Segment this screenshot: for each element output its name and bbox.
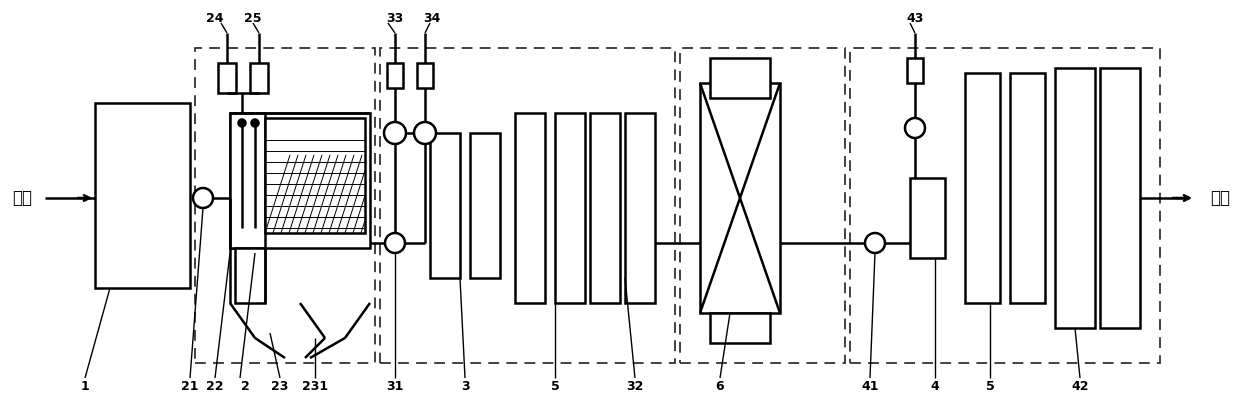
Text: 231: 231 — [301, 380, 329, 393]
Bar — [470, 133, 500, 278]
Text: 3: 3 — [461, 380, 469, 393]
Text: 41: 41 — [862, 380, 879, 393]
Text: 42: 42 — [1071, 380, 1089, 393]
Text: 5: 5 — [551, 380, 559, 393]
Text: 24: 24 — [206, 12, 223, 25]
Text: 22: 22 — [206, 380, 223, 393]
Text: 31: 31 — [387, 380, 404, 393]
Bar — [556, 113, 585, 303]
Circle shape — [384, 122, 405, 144]
Bar — [625, 113, 655, 303]
Text: 进水: 进水 — [12, 189, 32, 207]
Bar — [711, 313, 770, 343]
Text: 1: 1 — [81, 380, 89, 393]
Circle shape — [193, 188, 213, 208]
Bar — [218, 63, 236, 93]
Bar — [1011, 73, 1045, 303]
Circle shape — [866, 233, 885, 253]
Circle shape — [414, 122, 436, 144]
Bar — [1055, 68, 1095, 328]
Bar — [379, 48, 675, 363]
Text: 21: 21 — [181, 380, 198, 393]
Bar — [965, 73, 999, 303]
Bar — [680, 48, 844, 363]
Bar — [910, 178, 945, 258]
Bar — [590, 113, 620, 303]
Bar — [387, 63, 403, 88]
Bar — [711, 58, 770, 98]
Text: 25: 25 — [244, 12, 262, 25]
Text: 5: 5 — [986, 380, 994, 393]
Text: 32: 32 — [626, 380, 644, 393]
Circle shape — [238, 120, 246, 127]
Bar — [229, 113, 265, 248]
Text: 33: 33 — [387, 12, 404, 25]
Text: 23: 23 — [272, 380, 289, 393]
Bar — [265, 118, 365, 233]
Bar — [250, 63, 268, 93]
Text: 6: 6 — [715, 380, 724, 393]
Bar — [195, 48, 374, 363]
Bar — [906, 58, 923, 83]
Text: 2: 2 — [241, 380, 249, 393]
Text: 43: 43 — [906, 12, 924, 25]
Bar — [236, 248, 265, 303]
Circle shape — [905, 118, 925, 138]
Bar — [430, 133, 460, 278]
Text: 34: 34 — [423, 12, 440, 25]
Text: 出水: 出水 — [1210, 189, 1230, 207]
Bar — [1100, 68, 1140, 328]
Text: 4: 4 — [931, 380, 940, 393]
Circle shape — [252, 120, 258, 127]
Bar — [701, 83, 780, 313]
Bar — [95, 103, 190, 288]
Bar — [515, 113, 546, 303]
Bar — [229, 113, 370, 248]
Bar — [849, 48, 1159, 363]
Bar — [417, 63, 433, 88]
Circle shape — [384, 233, 405, 253]
